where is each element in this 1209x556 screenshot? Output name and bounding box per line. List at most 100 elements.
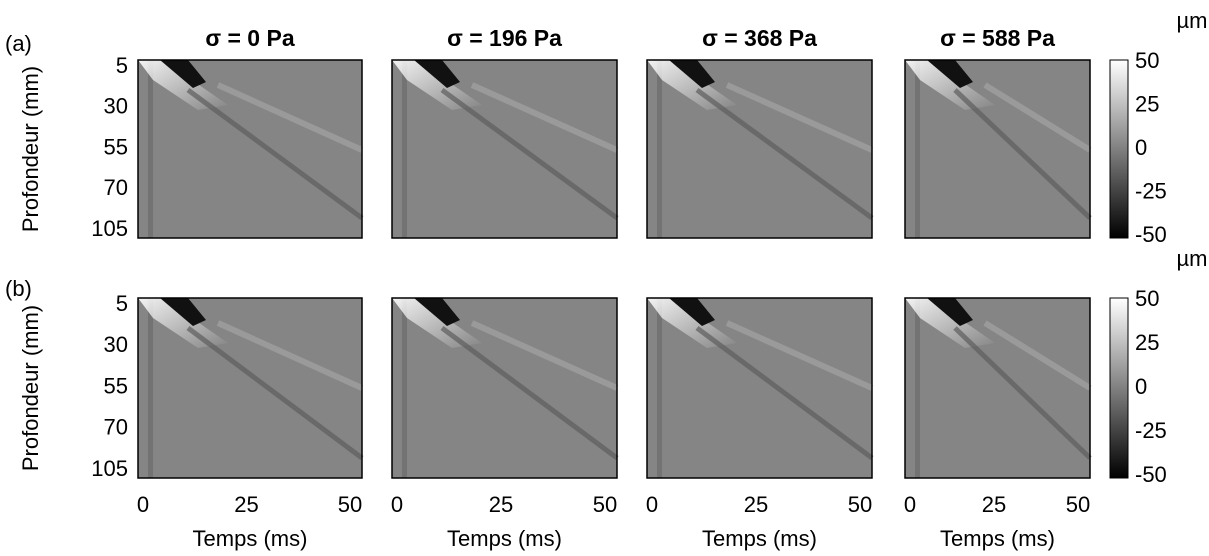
x-tick-label: 0 bbox=[391, 492, 403, 517]
panel-label: (a) bbox=[5, 31, 32, 56]
x-tick-label: 50 bbox=[593, 492, 617, 517]
x-axis-label: Temps (ms) bbox=[193, 526, 308, 551]
colorbar-tick-label: 0 bbox=[1135, 374, 1147, 399]
column-title: σ = 196 Pa bbox=[447, 25, 562, 51]
x-tick-label: 0 bbox=[904, 492, 916, 517]
panel-frame bbox=[137, 59, 363, 239]
panel-label: (b) bbox=[5, 276, 32, 301]
light-band bbox=[138, 60, 228, 110]
heatmap-panel bbox=[904, 297, 1092, 479]
heatmap-stripe bbox=[915, 298, 920, 478]
wave-line bbox=[470, 82, 619, 153]
wave-line bbox=[440, 87, 619, 221]
wave-line bbox=[440, 325, 619, 461]
dark-wedge bbox=[669, 298, 715, 326]
heatmap-panel bbox=[391, 59, 619, 239]
panel-frame bbox=[391, 59, 618, 239]
dark-wedge bbox=[414, 60, 460, 88]
light-band bbox=[647, 298, 737, 348]
wave-line bbox=[186, 87, 364, 221]
wave-line bbox=[953, 326, 1092, 460]
column-title: σ = 588 Pa bbox=[940, 25, 1055, 51]
x-tick-label: 25 bbox=[489, 492, 513, 517]
heatmap-stripe bbox=[915, 60, 920, 238]
colorbar-tick-label: 50 bbox=[1135, 48, 1159, 73]
light-band bbox=[905, 60, 995, 110]
y-axis-label: Profondeur (mm) bbox=[18, 305, 43, 471]
panel-frame bbox=[646, 59, 873, 239]
wave-line bbox=[983, 320, 1092, 391]
heatmap-panel bbox=[137, 59, 364, 239]
heatmap-stripe bbox=[402, 298, 407, 478]
x-tick-label: 25 bbox=[744, 492, 768, 517]
y-tick-label: 5 bbox=[116, 53, 128, 78]
y-tick-label: 30 bbox=[104, 94, 128, 119]
light-band bbox=[647, 60, 737, 110]
wave-line bbox=[186, 325, 364, 461]
panel-frame bbox=[137, 297, 363, 479]
wave-line bbox=[725, 82, 874, 153]
heatmap-panel bbox=[391, 297, 619, 479]
x-tick-label: 0 bbox=[646, 492, 658, 517]
colorbar-unit: µm bbox=[1176, 246, 1207, 271]
heatmap-stripe bbox=[148, 60, 153, 238]
light-band bbox=[138, 298, 228, 348]
heatmap-stripe bbox=[657, 60, 662, 238]
wave-line bbox=[983, 82, 1092, 153]
dark-wedge bbox=[160, 298, 206, 326]
y-tick-label: 105 bbox=[91, 216, 128, 241]
wave-line bbox=[725, 320, 874, 391]
y-tick-label: 5 bbox=[116, 291, 128, 316]
colorbar-tick-label: 50 bbox=[1135, 286, 1159, 311]
panel-frame bbox=[904, 297, 1091, 479]
x-tick-label: 25 bbox=[234, 492, 258, 517]
x-axis-label: Temps (ms) bbox=[702, 526, 817, 551]
x-axis-label: Temps (ms) bbox=[940, 526, 1055, 551]
heatmap-panel bbox=[904, 59, 1092, 239]
wave-line bbox=[953, 88, 1092, 220]
panel-frame bbox=[904, 59, 1091, 239]
colorbar-tick-label: -25 bbox=[1135, 178, 1167, 203]
heatmap-panel bbox=[137, 297, 364, 479]
light-band bbox=[392, 298, 482, 348]
heatmap-stripe bbox=[402, 60, 407, 238]
wave-line bbox=[216, 82, 364, 153]
x-tick-label: 25 bbox=[982, 492, 1006, 517]
dark-wedge bbox=[927, 60, 973, 88]
wave-line bbox=[695, 325, 874, 461]
dark-wedge bbox=[160, 60, 206, 88]
y-tick-label: 55 bbox=[104, 373, 128, 398]
panel-frame bbox=[391, 297, 618, 479]
heatmap-panel bbox=[646, 297, 874, 479]
heatmap-panel bbox=[646, 59, 874, 239]
dark-wedge bbox=[669, 60, 715, 88]
x-tick-label: 50 bbox=[1066, 492, 1090, 517]
panel-frame bbox=[646, 297, 873, 479]
colorbar bbox=[1109, 297, 1129, 479]
colorbar-tick-label: -50 bbox=[1135, 222, 1167, 247]
y-tick-label: 105 bbox=[91, 456, 128, 481]
colorbar-tick-label: 25 bbox=[1135, 91, 1159, 116]
column-title: σ = 368 Pa bbox=[702, 25, 817, 51]
colorbar bbox=[1109, 59, 1129, 239]
wave-line bbox=[470, 320, 619, 391]
colorbar-tick-label: 0 bbox=[1135, 135, 1147, 160]
light-band bbox=[905, 298, 995, 348]
wave-line bbox=[695, 87, 874, 221]
x-tick-label: 0 bbox=[137, 492, 149, 517]
wave-line bbox=[216, 320, 364, 391]
dark-wedge bbox=[414, 298, 460, 326]
light-band bbox=[392, 60, 482, 110]
y-tick-label: 30 bbox=[104, 332, 128, 357]
colorbar-tick-label: 25 bbox=[1135, 330, 1159, 355]
colorbar-tick-label: -50 bbox=[1135, 462, 1167, 487]
dark-wedge bbox=[927, 298, 973, 326]
y-tick-label: 70 bbox=[104, 175, 128, 200]
y-axis-label: Profondeur (mm) bbox=[18, 66, 43, 232]
colorbar-tick-label: -25 bbox=[1135, 418, 1167, 443]
colorbar-unit: µm bbox=[1176, 8, 1207, 33]
y-tick-label: 70 bbox=[104, 415, 128, 440]
y-tick-label: 55 bbox=[104, 134, 128, 159]
heatmap-stripe bbox=[657, 298, 662, 478]
